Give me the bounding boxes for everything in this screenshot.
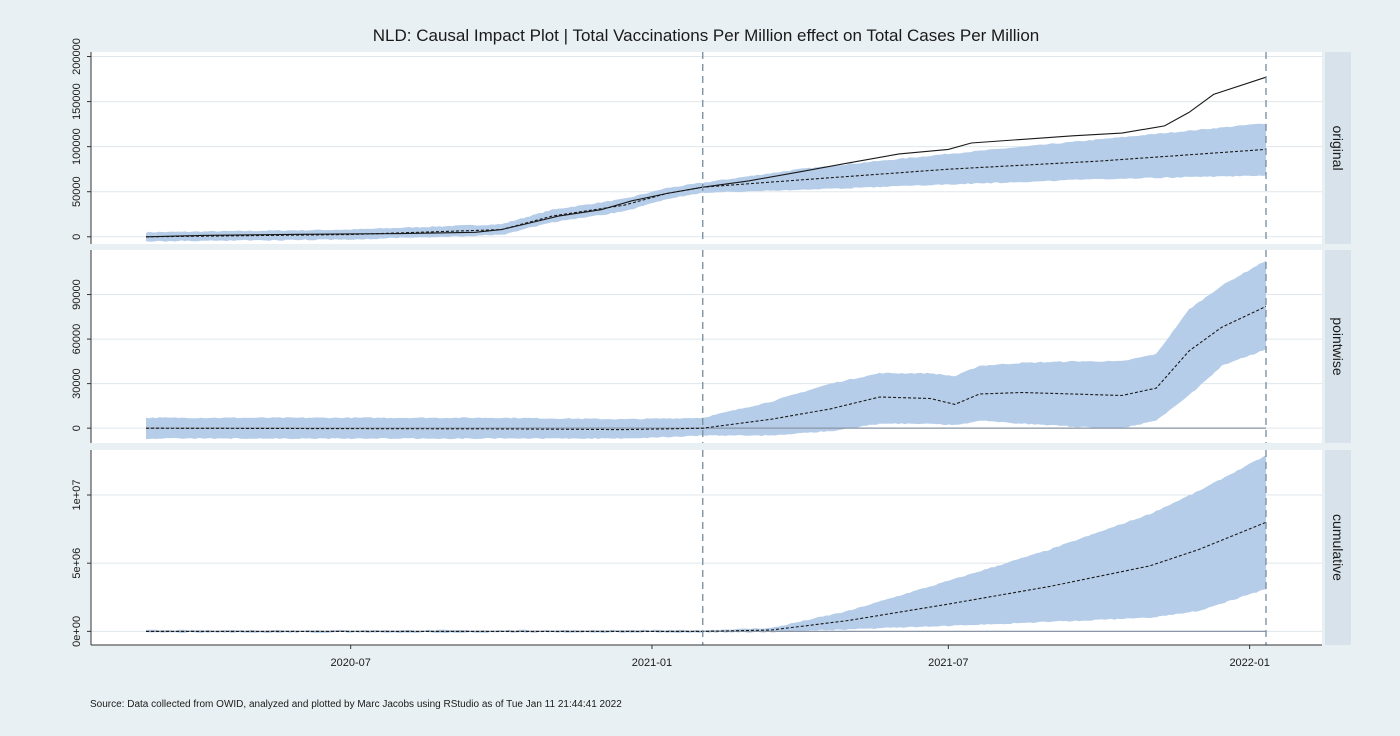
y-tick-label: 60000 (71, 324, 83, 355)
y-tick-label: 200000 (71, 38, 83, 75)
interval-band (146, 455, 1266, 633)
predicted-line (145, 148, 1267, 238)
panel-pointwise: 0 30000 60000 90000 pointwise (71, 250, 1351, 443)
y-tick-label: 150000 (71, 83, 83, 120)
y-tick-label: 5e+06 (71, 548, 83, 579)
x-tick-label: 2020-07 (330, 657, 370, 669)
observed-line (145, 76, 1267, 238)
y-tick-label: 1e+07 (71, 480, 83, 511)
y-tick-label: 30000 (71, 368, 83, 399)
y-tick-label: 0 (71, 234, 83, 240)
y-tick-label: 50000 (71, 176, 83, 207)
interval-band (146, 260, 1266, 440)
panel-cumulative: 0e+00 5e+06 1e+07 cumulative (71, 450, 1351, 647)
facet-strip-label: cumulative (1330, 514, 1346, 581)
effect-line (145, 305, 1267, 431)
y-tick-label: 0 (71, 425, 83, 431)
x-axis: 2020-07 2021-01 2021-07 2022-01 (91, 644, 1322, 669)
x-tick-label: 2021-07 (928, 657, 968, 669)
y-tick-label: 0e+00 (71, 616, 83, 647)
x-tick-label: 2022-01 (1229, 657, 1269, 669)
facet-strip (1325, 450, 1351, 645)
chart-caption: Source: Data collected from OWID, analyz… (90, 699, 622, 710)
facet-strip (1325, 52, 1351, 244)
y-tick-label: 90000 (71, 279, 83, 310)
x-tick-label: 2021-01 (632, 657, 672, 669)
interval-band (146, 123, 1266, 242)
facet-strip (1325, 250, 1351, 443)
panel-original: 0 50000 100000 150000 200000 original (71, 38, 1351, 244)
facet-strip-label: original (1330, 125, 1346, 170)
chart-title: NLD: Causal Impact Plot | Total Vaccinat… (373, 26, 1039, 45)
y-tick-label: 100000 (71, 128, 83, 165)
panels-layer: 0 50000 100000 150000 200000 original 0 30000 60… (71, 38, 1351, 647)
facet-strip-label: pointwise (1330, 317, 1346, 376)
